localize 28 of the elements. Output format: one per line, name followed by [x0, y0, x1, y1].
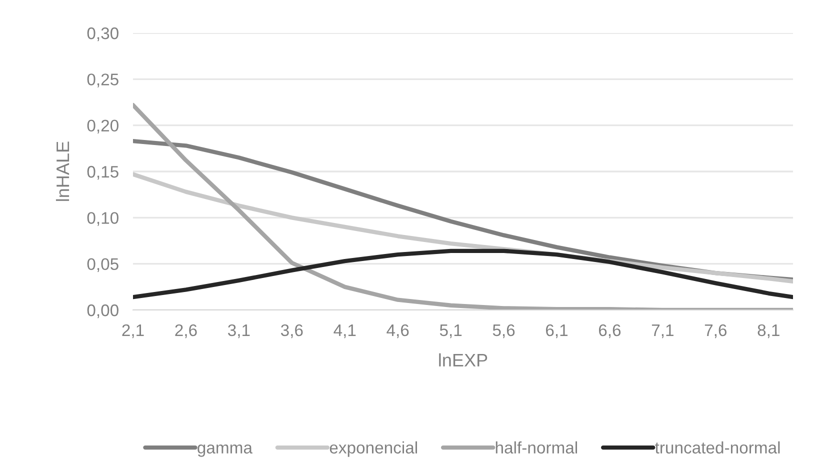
x-tick-label: 3,1: [228, 324, 250, 338]
x-tick-label: 8,1: [758, 324, 780, 338]
y-tick-label: 0,30: [87, 27, 118, 42]
x-tick-label: 5,6: [492, 324, 515, 338]
y-tick-label: 0,10: [87, 212, 118, 226]
x-tick-label: 6,6: [598, 324, 621, 338]
x-axis-title: lnEXP: [439, 353, 488, 366]
y-tick-label: 0,15: [87, 166, 118, 180]
x-tick-label: 4,1: [334, 324, 356, 338]
x-tick-label: 7,1: [652, 324, 674, 338]
line-series: [133, 102, 793, 310]
y-tick-label: 0,05: [87, 258, 118, 272]
y-tick-label: 0,00: [87, 304, 118, 318]
x-tick-label: 2,6: [175, 324, 197, 338]
legend-label: half-normal: [496, 441, 578, 454]
x-tick-label: 7,6: [704, 324, 727, 338]
legend-label: exponencial: [330, 441, 417, 457]
x-tick-label: 5,1: [440, 324, 462, 338]
x-tick-label: 2,1: [122, 324, 144, 338]
line-series: [133, 248, 793, 300]
x-tick-label: 6,1: [546, 324, 568, 338]
x-tick-label: 3,6: [280, 324, 303, 338]
x-tick-label: 4,6: [386, 324, 409, 338]
legend-label: gamma: [198, 444, 252, 457]
legend-label: truncated-normal: [655, 441, 780, 454]
y-axis-title: lnHALE: [56, 142, 70, 201]
y-tick-label: 0,25: [87, 74, 118, 88]
y-tick-label: 0,20: [87, 120, 118, 134]
